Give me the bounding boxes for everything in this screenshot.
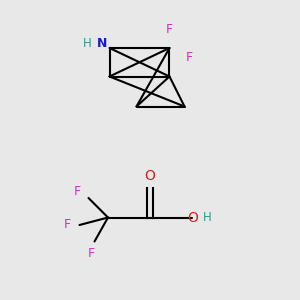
Text: F: F [64,218,71,232]
Text: O: O [187,211,198,224]
Text: F: F [166,23,173,36]
Text: N: N [97,37,107,50]
Text: F: F [185,50,193,64]
Text: F: F [74,185,81,198]
Text: O: O [145,169,155,183]
Text: H: H [83,37,92,50]
Text: F: F [87,247,94,260]
Text: H: H [203,211,212,224]
